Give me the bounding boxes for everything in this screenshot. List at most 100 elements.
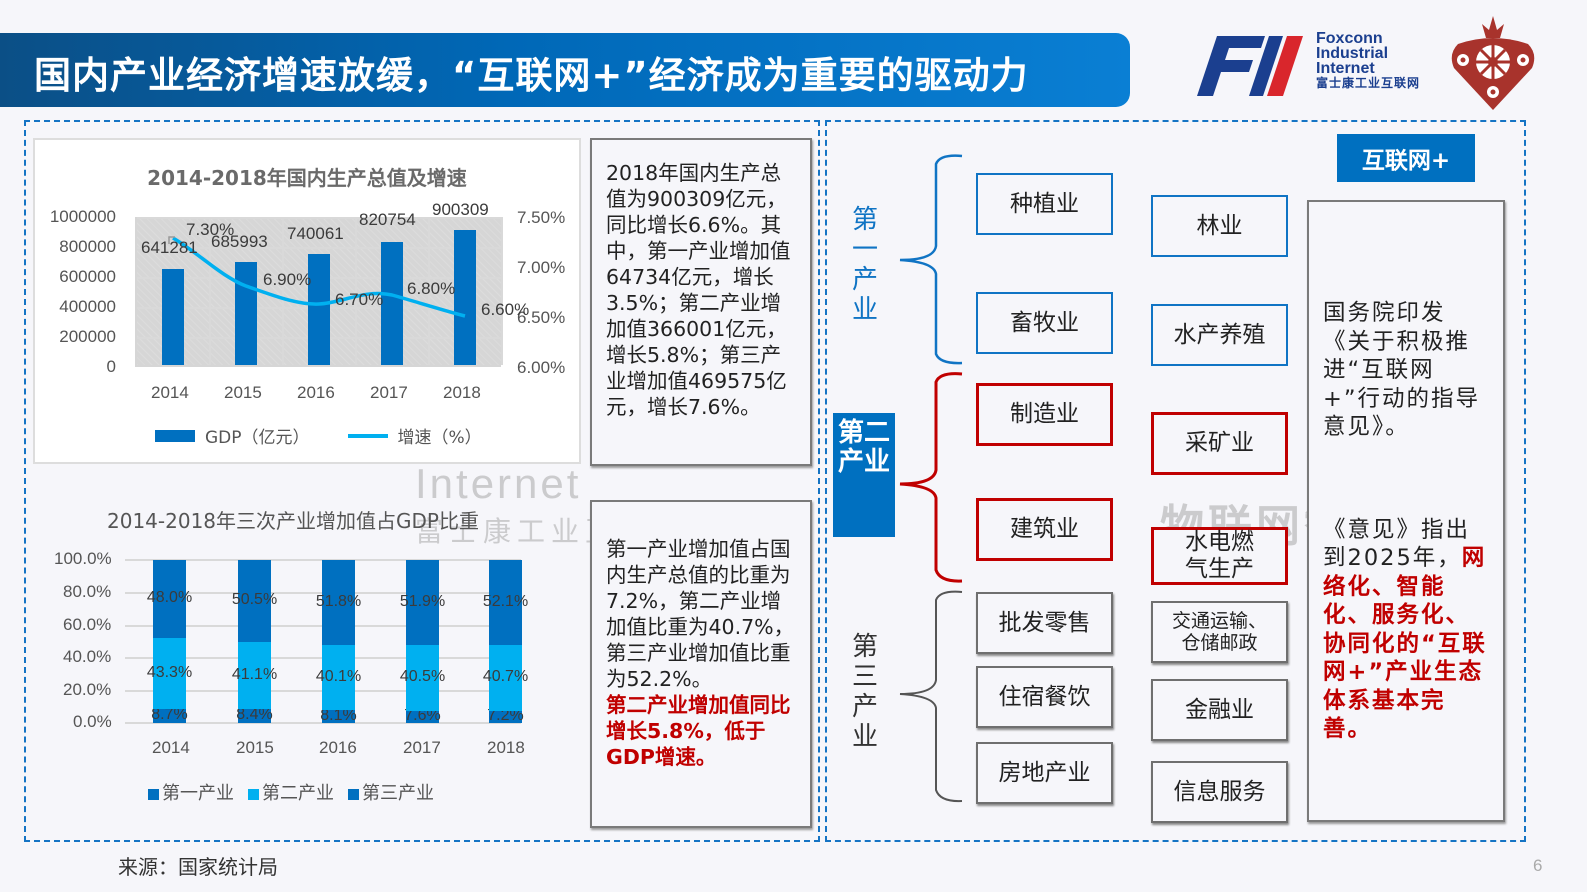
logo-line2: Industrial — [1316, 45, 1389, 62]
y-left-tick: 400000 — [59, 297, 116, 316]
fii-logo-icon — [1197, 36, 1303, 96]
y-right-tick: 6.00% — [517, 358, 566, 377]
page-title: 国内产业经济增速放缓，“互联网+”经济成为重要的驱动力 — [34, 54, 1029, 97]
growth-label: 6.90% — [263, 270, 312, 289]
x-tick: 2015 — [236, 738, 274, 757]
gdp-label: 740061 — [287, 224, 344, 243]
x-tick: 2014 — [151, 383, 189, 402]
gdp-label: 641281 — [141, 238, 198, 257]
share-bar-2015: 8.4% 41.1% 50.5% — [232, 560, 277, 723]
y-left-tick: 1000000 — [49, 207, 116, 226]
logo-line3: Internet — [1316, 60, 1375, 77]
tertiary-share-label: 48.0% — [146, 589, 193, 606]
legend-item: 第一产业 — [148, 779, 234, 805]
gdp-chart-title: 2014-2018年国内生产总值及增速 — [147, 166, 467, 190]
y-tick: 20.0% — [63, 680, 112, 699]
internet-plus-goal-highlight: 网络化、智能化、服务化、协同化的“互联网+”产业生态体系基本完善。 — [1323, 545, 1487, 742]
share-summary-box: 第一产业增加值占国内生产总值的比重为7.2%，第二产业增加值比重为40.7%，第… — [590, 500, 812, 828]
x-tick: 2018 — [443, 383, 481, 402]
growth-label: 6.70% — [335, 290, 384, 309]
share-summary-highlight: 第二产业增加值同比增长5.8%，低于GDP增速。 — [606, 693, 791, 769]
tertiary-share-label: 52.1% — [482, 592, 529, 610]
primary-industry-label: 第一产业 — [851, 205, 878, 325]
y-left-tick: 800000 — [59, 237, 116, 256]
gdp-chart: 2014-2018年国内生产总值及增速 1000000 800000 60000… — [33, 138, 581, 464]
legend-secondary: 第二产业 — [262, 783, 334, 804]
tertiary-share-label: 51.8% — [315, 592, 362, 610]
x-tick: 2018 — [487, 738, 525, 757]
x-tick: 2016 — [319, 738, 357, 757]
primary-share-label: 8.7% — [151, 706, 188, 723]
legend-tertiary: 第三产业 — [362, 783, 434, 804]
share-plot-area: 8.7% 43.3% 48.0% 8.4% 41.1% 50.5% 8.1% 4… — [125, 559, 528, 724]
gdp-summary-text: 2018年国内生产总值为900309亿元，同比增长6.6%。其中，第一产业增加值… — [606, 161, 791, 419]
y-tick: 0.0% — [73, 712, 112, 731]
gdp-bar-2017 — [381, 242, 403, 365]
gdp-chart-legend: GDP（亿元） 增速（%） — [155, 423, 482, 448]
gdp-label: 900309 — [432, 200, 489, 219]
y-right-tick: 7.00% — [517, 258, 566, 277]
y-left-tick: 0 — [106, 357, 116, 376]
x-tick: 2017 — [370, 383, 408, 402]
primary-share-label: 7.6% — [404, 707, 441, 724]
right-panel — [825, 120, 1526, 842]
internet-plus-goal-text: 《意见》指出到2025年， — [1323, 516, 1471, 572]
legend-bar-swatch — [155, 429, 195, 442]
secondary-share-label: 40.5% — [399, 668, 446, 685]
growth-label: 6.80% — [407, 279, 456, 298]
y-left-tick: 600000 — [59, 267, 116, 286]
industry-box-mining: 采矿业 — [1151, 412, 1288, 475]
secondary-share-label: 43.3% — [146, 663, 193, 681]
gdp-summary-box: 2018年国内生产总值为900309亿元，同比增长6.6%。其中，第一产业增加值… — [590, 138, 812, 466]
foxconn-logo-text: Foxconn Industrial Internet 富士康工业互联网 — [1316, 31, 1420, 91]
industry-box-real-estate: 房地产业 — [976, 742, 1113, 804]
industry-box-construction: 建筑业 — [976, 498, 1113, 561]
x-tick: 2014 — [152, 738, 190, 757]
legend-item: 第二产业 — [248, 779, 334, 805]
gdp-bar-2018 — [454, 230, 476, 365]
x-tick: 2017 — [403, 738, 441, 757]
gdp-bar-2016 — [308, 254, 330, 365]
legend-item: 第三产业 — [348, 779, 434, 805]
share-summary-text: 第一产业增加值占国内生产总值的比重为7.2%，第二产业增加值比重为40.7%，第… — [606, 537, 795, 691]
title-bar: 国内产业经济增速放缓，“互联网+”经济成为重要的驱动力 — [0, 33, 1130, 107]
gdp-plot-area — [135, 217, 503, 367]
legend-gdp: GDP（亿元） — [205, 428, 310, 448]
primary-share-label: 8.4% — [236, 706, 273, 723]
source-note: 来源：国家统计局 — [118, 855, 278, 879]
industry-box-livestock: 畜牧业 — [976, 292, 1113, 354]
y-tick: 80.0% — [63, 582, 112, 601]
gdp-label: 820754 — [359, 210, 416, 229]
legend-growth: 增速（%） — [397, 428, 482, 448]
industry-box-planting: 种植业 — [976, 173, 1113, 235]
y-left-tick: 200000 — [59, 327, 116, 346]
y-right-tick: 7.50% — [517, 208, 566, 227]
internet-plus-policy-text: 国务院印发《关于积极推进“互联网+”行动的指导意见》。 — [1323, 300, 1481, 440]
y-right-tick: 6.50% — [517, 308, 566, 327]
industry-box-finance: 金融业 — [1151, 679, 1288, 741]
secondary-share-label: 41.1% — [231, 665, 278, 683]
logo-cn: 富士康工业互联网 — [1316, 76, 1421, 90]
industry-box-forestry: 林业 — [1151, 195, 1288, 257]
legend-line-swatch — [347, 433, 388, 438]
industry-box-aquaculture: 水产养殖 — [1151, 304, 1288, 366]
industry-box-manufacturing: 制造业 — [976, 383, 1113, 446]
industry-box-info-services: 信息服务 — [1151, 761, 1288, 823]
x-tick: 2016 — [297, 383, 335, 402]
industry-box-retail: 批发零售 — [976, 592, 1113, 654]
left-panel — [24, 120, 820, 842]
tertiary-share-label: 51.9% — [399, 592, 446, 610]
gdp-bar-2014 — [162, 269, 184, 365]
logo-line1: Foxconn — [1316, 30, 1383, 47]
primary-share-label: 7.2% — [487, 707, 524, 724]
share-chart-title: 2014-2018年三次产业增加值占GDP比重 — [107, 509, 479, 533]
industry-box-utilities: 水电燃气生产 — [1151, 527, 1288, 585]
secondary-industry-label: 第二产业 — [833, 413, 895, 537]
y-tick: 40.0% — [63, 647, 112, 666]
share-bar-2014: 8.7% 43.3% 48.0% — [147, 560, 192, 723]
growth-rate-line — [168, 236, 466, 318]
internet-plus-box: 国务院印发《关于积极推进“互联网+”行动的指导意见》。 《意见》指出到2025年… — [1307, 200, 1505, 822]
industry-braces-icon — [899, 154, 963, 803]
iot-think-tank-logo-icon — [1451, 16, 1535, 110]
internet-plus-badge: 互联网+ — [1337, 134, 1475, 182]
